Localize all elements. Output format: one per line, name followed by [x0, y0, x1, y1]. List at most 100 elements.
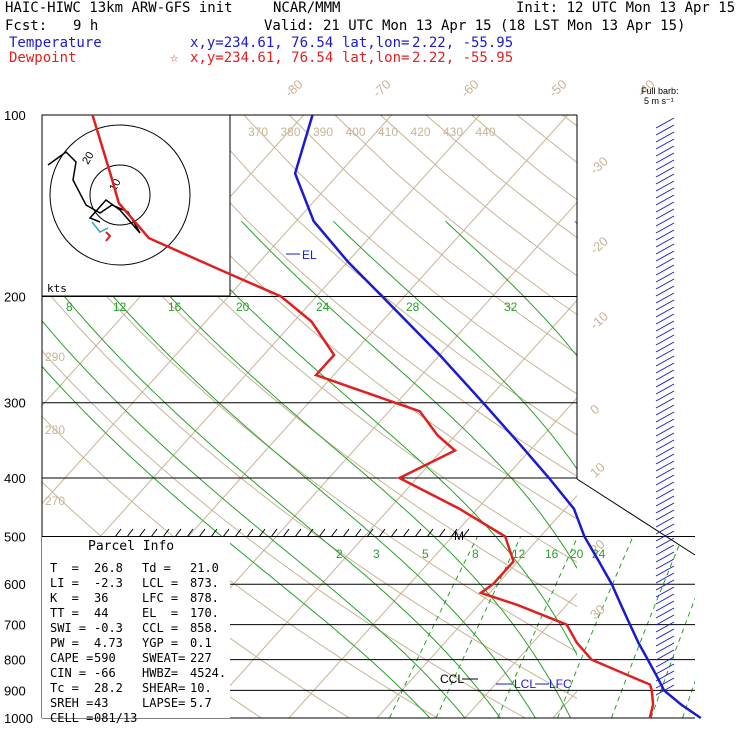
- mixing-ratio-label-24: 24: [316, 300, 330, 314]
- melting-level-label: M: [454, 529, 464, 543]
- el-label: EL: [302, 248, 317, 262]
- hatch-mark: [330, 528, 338, 538]
- dewpoint-xy: x,y=234.61, 76.54: [190, 50, 334, 66]
- wind-barb: [655, 341, 675, 353]
- hatch-mark: [234, 528, 242, 538]
- wind-barb: [655, 614, 675, 626]
- wind-barb: [655, 390, 675, 402]
- pressure-label-200: 200: [4, 290, 26, 305]
- wind-barb: [655, 117, 675, 129]
- hatch-mark: [426, 528, 434, 538]
- dewpoint-profile: [91, 114, 655, 719]
- hatch-mark: [150, 528, 158, 538]
- isotherm-line: [376, 495, 577, 718]
- isotherm-label--20: -20: [587, 234, 611, 258]
- wind-barb: [655, 313, 675, 325]
- parcel-label: SREH =: [50, 696, 94, 710]
- wind-barb: [655, 299, 675, 311]
- pressure-label-600: 600: [4, 577, 26, 592]
- hatch-mark: [306, 528, 314, 538]
- hatch-mark: [174, 528, 182, 538]
- wind-barb: [655, 523, 675, 535]
- wind-barb: [655, 593, 675, 605]
- hatch-mark: [222, 528, 230, 538]
- wind-barb: [655, 131, 675, 143]
- temperature-latlon: 2.22, -55.95: [412, 35, 514, 51]
- wind-barb: [655, 495, 675, 507]
- wind-barb: [655, 320, 675, 332]
- dewpoint-legend: Dewpoint: [9, 50, 77, 66]
- parcel-value: 4.73: [94, 636, 123, 650]
- wind-barb: [655, 362, 675, 374]
- org-label: NCAR/MMM: [273, 0, 341, 16]
- right-slant-edge: [576, 478, 696, 556]
- hatch-mark: [198, 528, 206, 538]
- isotherm-label--30: -30: [587, 154, 611, 178]
- wind-barb: [655, 215, 675, 227]
- wind-barb: [655, 376, 675, 388]
- parcel-label: YGP =: [142, 636, 179, 650]
- mixing-ratio-label-3: 3: [373, 547, 380, 561]
- wind-barb: [655, 306, 675, 318]
- mixing-ratio-label-16: 16: [168, 300, 182, 314]
- pressure-label-700: 700: [4, 618, 26, 633]
- temperature-profile: [293, 114, 702, 720]
- isotherm-line: [42, 115, 481, 603]
- dry-adiabat: [42, 219, 577, 653]
- parcel-value: 36: [94, 591, 109, 605]
- wind-barb: [655, 481, 675, 493]
- hatch-mark: [270, 528, 278, 538]
- hatch-mark: [402, 528, 410, 538]
- pressure-label-900: 900: [4, 683, 26, 698]
- isotherm-label--10: -10: [587, 309, 611, 333]
- wind-barb: [655, 607, 675, 619]
- mixing-ratio-line: [389, 536, 478, 718]
- wind-barb: [655, 600, 675, 612]
- wind-barb: [655, 229, 675, 241]
- hatch-mark: [414, 528, 422, 538]
- barb-legend-title: Full barb:: [641, 86, 679, 96]
- wind-barb: [655, 453, 675, 465]
- parcel-label: K =: [50, 591, 79, 605]
- isotherm-line: [552, 690, 577, 718]
- wind-barb: [655, 124, 675, 136]
- parcel-label: CIN =: [50, 666, 87, 680]
- dry-adiabat: [61, 115, 577, 563]
- parcel-value: 5.7: [190, 696, 212, 710]
- wind-barb: [655, 663, 675, 675]
- hodograph-ring: [49, 124, 191, 266]
- isotherm-label--60: -60: [458, 77, 482, 101]
- valid-time: Valid: 21 UTC Mon 13 Apr 15 (18 LST Mon …: [264, 18, 686, 34]
- temperature-latlon-label: lat,lon=: [342, 35, 410, 51]
- hodograph-box: [41, 114, 231, 297]
- wind-barb: [655, 152, 675, 164]
- wind-barb: [655, 432, 675, 444]
- hatch-mark: [450, 528, 458, 538]
- wind-barb: [655, 425, 675, 437]
- wind-barb: [655, 544, 675, 556]
- wind-barb: [655, 488, 675, 500]
- mixing-ratio-label-28: 28: [406, 300, 420, 314]
- wind-barb: [655, 446, 675, 458]
- parcel-label: TT =: [50, 606, 79, 620]
- isotherm-line: [729, 115, 740, 718]
- wind-barb: [655, 257, 675, 269]
- parcel-label: SHEAR=: [142, 681, 186, 695]
- parcel-value: -0.3: [94, 621, 123, 635]
- mixing-ratio-label-12: 12: [113, 300, 127, 314]
- parcel-value: 170.: [190, 606, 219, 620]
- dry-adiabat: [516, 115, 577, 164]
- wind-barb: [655, 551, 675, 563]
- isotherm-line: [641, 115, 740, 718]
- wind-barb: [655, 579, 675, 591]
- parcel-value: 878.: [190, 591, 219, 605]
- theta-label-420: 420: [411, 125, 431, 139]
- wind-barb: [655, 138, 675, 150]
- parcel-label: Tc =: [50, 681, 79, 695]
- isotherm-line: [464, 592, 577, 718]
- hodograph-surface-mark: [105, 231, 112, 242]
- wind-barb: [655, 180, 675, 192]
- dewpoint-latlon-label: lat,lon=: [342, 50, 410, 66]
- hodograph-ring-label: 20: [80, 150, 97, 167]
